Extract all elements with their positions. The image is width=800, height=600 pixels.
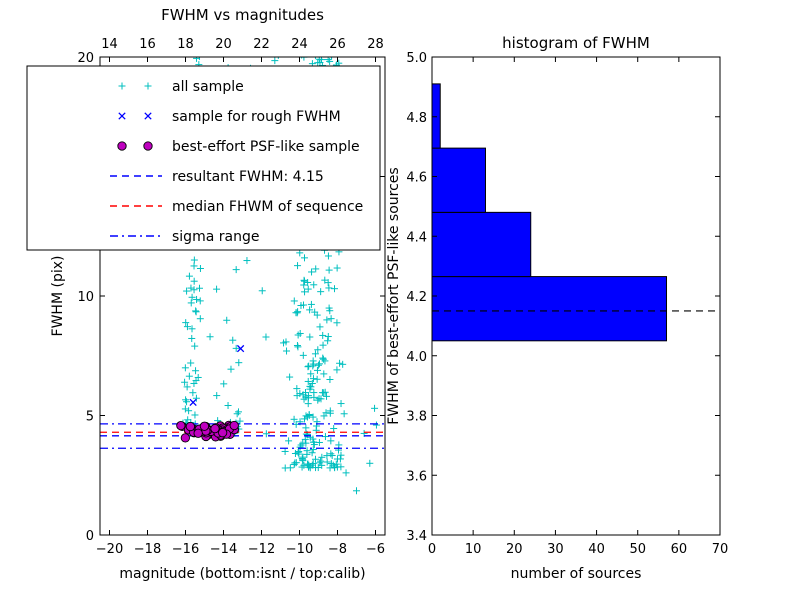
legend-label: resultant FWHM: 4.15 <box>172 169 324 185</box>
x-tick-label: 50 <box>629 542 646 557</box>
x-tick-label: 40 <box>588 542 605 557</box>
x-tick-label: −16 <box>172 542 199 557</box>
x-tick-label: −8 <box>328 542 347 557</box>
top-x-tick-label: 26 <box>329 37 346 52</box>
y-tick-label: 4.6 <box>406 171 427 186</box>
histogram-bar <box>432 83 441 149</box>
series-circle <box>176 420 239 443</box>
y-tick-label: 3.4 <box>406 529 427 544</box>
y-tick-label: 10 <box>77 290 94 305</box>
y-tick-label: 3.6 <box>406 469 427 484</box>
histogram-plot: 0 10 20 30 40 50 60 70 3.4 3.6 3.8 4.0 4.2 4.4 4.6 4.8 5… <box>386 34 728 582</box>
y-tick-label: 4.2 <box>406 290 427 305</box>
x-tick-label: −18 <box>134 542 161 557</box>
scatter-xlabel: magnitude (bottom:isnt / top:calib) <box>119 566 365 582</box>
histogram-title: histogram of FWHM <box>502 34 650 52</box>
y-tick-label: 3.8 <box>406 410 427 425</box>
x-tick-label: 20 <box>506 542 523 557</box>
top-x-tick-label: 28 <box>367 37 384 52</box>
top-x-tick-label: 14 <box>101 37 118 52</box>
x-tick-label: 10 <box>465 542 482 557</box>
x-tick-label: −10 <box>286 542 313 557</box>
top-x-tick-label: 24 <box>291 37 308 52</box>
x-tick-label: 0 <box>428 542 436 557</box>
legend-box <box>26 65 381 251</box>
y-tick-label: 0 <box>86 529 94 544</box>
legend-label: sigma range <box>172 229 259 245</box>
y-tick-label: 5.0 <box>406 51 427 66</box>
series-x <box>189 344 245 407</box>
histogram-bars-layer <box>432 83 720 342</box>
legend-label: best-effort PSF-like sample <box>172 139 360 155</box>
top-x-tick-label: 18 <box>177 37 194 52</box>
x-tick-label: 60 <box>671 542 688 557</box>
x-tick-label: −14 <box>210 542 237 557</box>
legend-label: median FHWM of sequence <box>172 199 363 215</box>
y-tick-label: 5 <box>86 410 94 425</box>
legend-label: all sample <box>172 79 244 95</box>
histogram-ylabel: FWHM of best-effort PSF-like sources <box>386 167 402 424</box>
x-tick-label: 30 <box>547 542 564 557</box>
top-x-tick-label: 20 <box>215 37 232 52</box>
legend: all sample sample for rough FWHM best-effo… <box>26 65 381 251</box>
y-tick-label: 4.0 <box>406 350 427 365</box>
x-tick-label: −6 <box>366 542 385 557</box>
legend-label: sample for rough FWHM <box>172 109 341 125</box>
y-tick-label: 4.4 <box>406 230 427 245</box>
top-x-tick-label: 16 <box>139 37 156 52</box>
scatter-title: FWHM vs magnitudes <box>161 6 324 24</box>
histogram-bar <box>432 147 486 213</box>
x-tick-label: −12 <box>248 542 275 557</box>
x-tick-label: 70 <box>712 542 729 557</box>
histogram-bar <box>432 276 668 342</box>
scatter-ylabel: FWHM (pix) <box>50 256 66 337</box>
x-tick-label: −20 <box>96 542 123 557</box>
top-x-tick-label: 22 <box>253 37 270 52</box>
histogram-bar <box>432 211 532 278</box>
y-tick-label: 20 <box>77 51 94 66</box>
y-tick-label: 4.8 <box>406 111 427 126</box>
histogram-xlabel: number of sources <box>511 566 642 582</box>
